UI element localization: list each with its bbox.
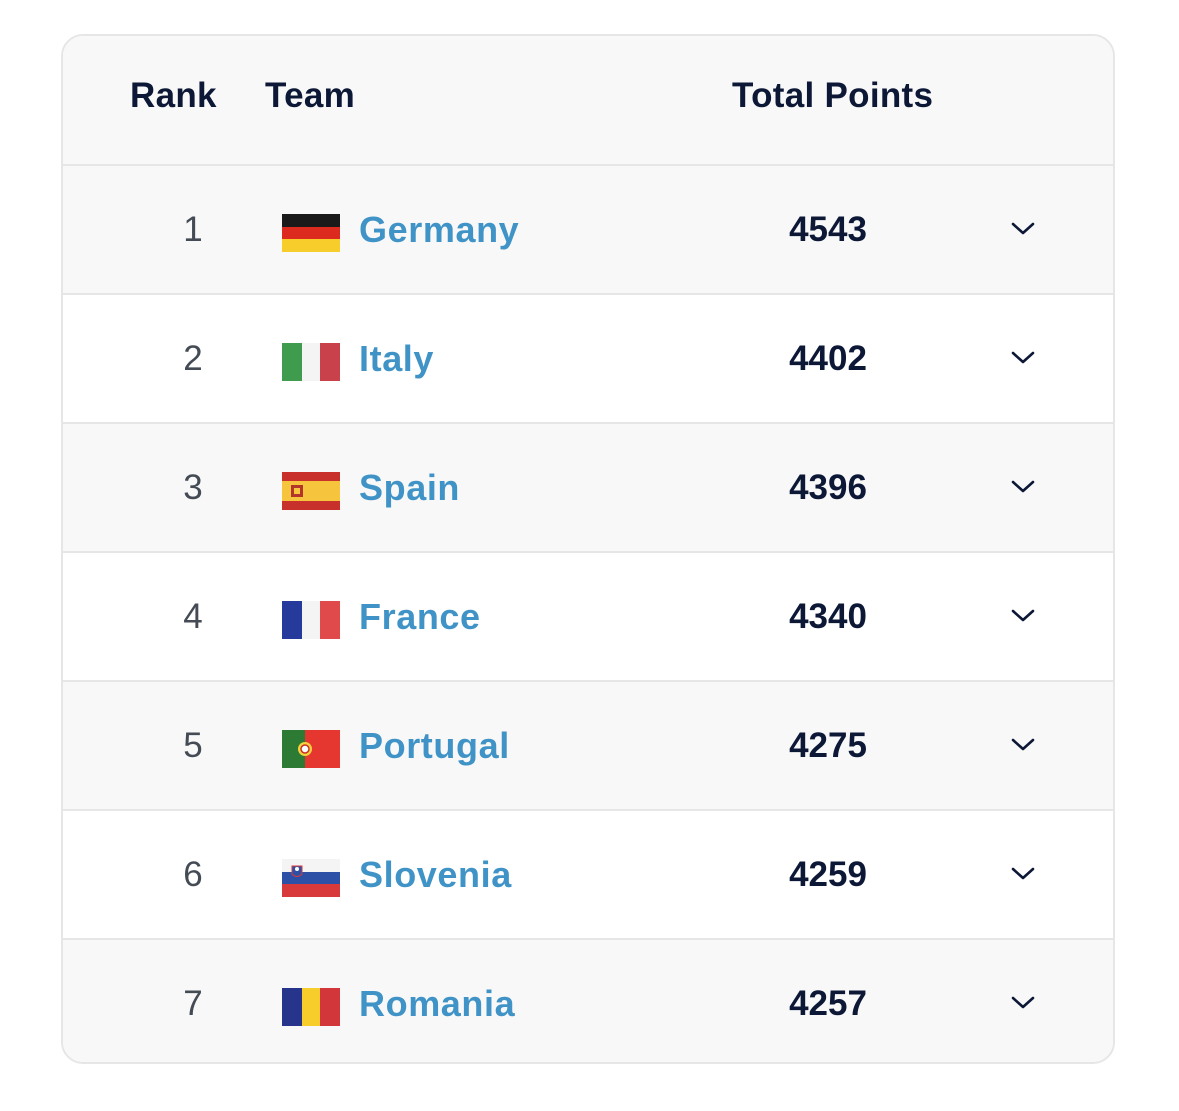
table-row[interactable]: 3 Spain 4396 — [63, 424, 1113, 553]
rank-cell: 6 — [183, 855, 203, 894]
chevron-down-icon[interactable] — [1007, 345, 1039, 369]
portugal-flag-icon — [282, 730, 340, 768]
italy-flag-icon — [282, 343, 340, 381]
points-column-header: Total Points — [732, 76, 934, 115]
rank-cell: 5 — [183, 726, 203, 765]
table-row[interactable]: 7 Romania 4257 — [63, 940, 1113, 1062]
team-link[interactable]: Portugal — [359, 725, 510, 766]
table-row[interactable]: 5 Portugal 4275 — [63, 682, 1113, 811]
points-cell: 4257 — [789, 984, 867, 1023]
points-cell: 4402 — [789, 339, 867, 378]
team-link[interactable]: Slovenia — [359, 854, 512, 895]
rank-cell: 1 — [183, 210, 203, 249]
rank-cell: 7 — [183, 984, 203, 1023]
chevron-down-icon[interactable] — [1007, 861, 1039, 885]
france-flag-icon — [282, 601, 340, 639]
points-cell: 4396 — [789, 468, 867, 507]
chevron-down-icon[interactable] — [1007, 990, 1039, 1014]
standings-table: Rank Team Total Points 1 Germany 4543 2 … — [61, 34, 1115, 1064]
chevron-down-icon[interactable] — [1007, 216, 1039, 240]
points-cell: 4543 — [789, 210, 867, 249]
slovenia-flag-icon — [282, 859, 340, 897]
points-cell: 4340 — [789, 597, 867, 636]
rank-cell: 3 — [183, 468, 203, 507]
chevron-down-icon[interactable] — [1007, 474, 1039, 498]
table-row[interactable]: 1 Germany 4543 — [63, 166, 1113, 295]
team-link[interactable]: Germany — [359, 209, 520, 250]
table-row[interactable]: 4 France 4340 — [63, 553, 1113, 682]
chevron-down-icon[interactable] — [1007, 732, 1039, 756]
spain-flag-icon — [282, 472, 340, 510]
rank-cell: 2 — [183, 339, 203, 378]
romania-flag-icon — [282, 988, 340, 1026]
team-link[interactable]: France — [359, 596, 481, 637]
table-row[interactable]: 2 Italy 4402 — [63, 295, 1113, 424]
team-link[interactable]: Spain — [359, 467, 461, 508]
rank-cell: 4 — [183, 597, 203, 636]
team-link[interactable]: Romania — [359, 983, 516, 1024]
points-cell: 4275 — [789, 726, 867, 765]
chevron-down-icon[interactable] — [1007, 603, 1039, 627]
points-cell: 4259 — [789, 855, 867, 894]
team-link[interactable]: Italy — [359, 338, 435, 379]
table-row[interactable]: 6 Slovenia 4259 — [63, 811, 1113, 940]
team-column-header: Team — [265, 76, 356, 115]
germany-flag-icon — [282, 214, 340, 252]
rank-column-header: Rank — [130, 76, 217, 115]
table-header: Rank Team Total Points — [63, 36, 1113, 166]
